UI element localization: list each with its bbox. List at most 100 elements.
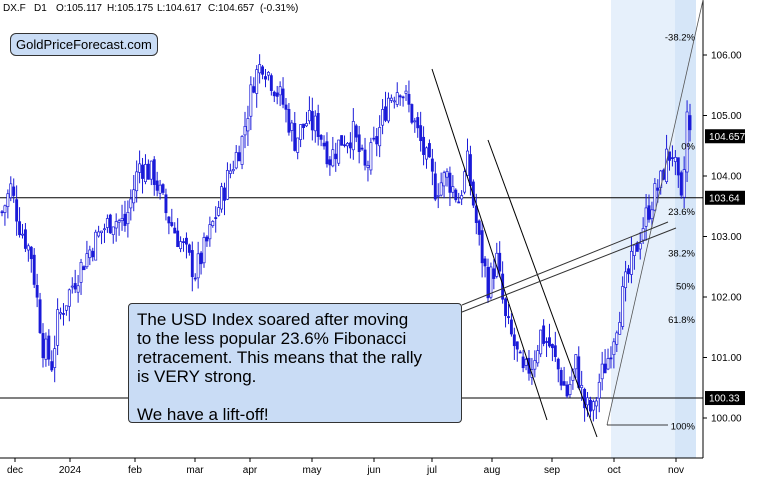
candle-body <box>603 363 607 374</box>
candle-body <box>401 96 405 99</box>
candle-body <box>208 224 212 240</box>
candle-body <box>442 172 446 187</box>
candle-body <box>553 345 557 357</box>
candle-body <box>539 329 543 355</box>
candle-body <box>627 268 630 275</box>
last-price-tag-box <box>705 129 745 144</box>
candle-body <box>612 341 616 356</box>
fib-label: 100% <box>671 421 696 432</box>
fib-labels: -38.2% 0% 23.6% 38.2% 50% 61.8% 100% <box>665 32 696 432</box>
candle-body <box>258 64 262 74</box>
candle-body <box>108 214 112 234</box>
open-value: O:105.117 <box>56 3 102 14</box>
candle-body <box>372 137 376 140</box>
candle-body <box>105 218 109 228</box>
candle-body <box>404 90 408 94</box>
candle-body <box>328 159 332 166</box>
candle-body <box>211 221 215 226</box>
candle-body <box>483 258 487 267</box>
candle-body <box>114 221 118 229</box>
candle-body <box>384 106 387 121</box>
candle-body <box>0 211 4 214</box>
candle-body <box>656 187 660 191</box>
candle-body <box>53 348 57 368</box>
candle-body <box>264 76 267 80</box>
callout-line-4: is VERY strong. <box>137 367 257 386</box>
fib-trend-line <box>606 0 704 426</box>
candle-body <box>650 209 654 220</box>
candle-body <box>387 97 390 122</box>
fib-label: 61.8% <box>668 315 695 326</box>
candle-body <box>64 305 68 311</box>
candle-body <box>425 147 428 160</box>
candle-body <box>427 143 431 158</box>
candle-body <box>451 186 455 193</box>
candle-body <box>199 252 203 265</box>
candle-body <box>190 250 194 278</box>
candle-body <box>545 341 548 343</box>
candle-body <box>290 122 294 131</box>
timeframe-label: D1 <box>34 3 47 14</box>
x-tick-label: 2024 <box>59 465 82 476</box>
candle-body <box>395 92 399 105</box>
candle-body <box>155 180 159 191</box>
candle-body <box>170 222 174 226</box>
candle-body <box>515 341 519 350</box>
candle-body <box>182 241 185 243</box>
candle-body <box>91 250 95 258</box>
candle-body <box>597 381 601 399</box>
high-value: H:105.175 <box>107 3 154 14</box>
candle-body <box>47 335 51 360</box>
candle-body <box>688 115 692 131</box>
candle-body <box>518 351 522 354</box>
candle-body <box>507 316 510 319</box>
candle-body <box>351 121 355 151</box>
candle-body <box>26 245 30 251</box>
candle-body <box>152 159 156 185</box>
candle-body <box>419 125 423 142</box>
candle-body <box>621 286 625 327</box>
candle-body <box>249 84 253 117</box>
candle-body <box>35 284 39 298</box>
candle-body <box>38 299 42 333</box>
candle-body <box>15 199 19 222</box>
candle-body <box>184 237 188 245</box>
candle-body <box>679 172 683 196</box>
candle-body <box>673 157 677 162</box>
candle-body <box>103 228 106 231</box>
candle-body <box>23 229 27 249</box>
candle-body <box>448 172 452 193</box>
candle-body <box>305 123 308 127</box>
y-tick-label: 105.00 <box>711 111 742 122</box>
candle-body <box>225 170 229 200</box>
candle-body <box>144 164 147 183</box>
candle-body <box>123 213 127 226</box>
resistance-price-tag: 103.64 <box>709 193 740 204</box>
candle-body <box>310 111 314 131</box>
candle-body <box>313 115 317 132</box>
fib-label: 0% <box>681 141 695 152</box>
candle-body <box>85 253 89 268</box>
candle-body <box>489 266 493 298</box>
candle-body <box>653 183 657 211</box>
candle-body <box>62 313 65 315</box>
fib-label: 23.6% <box>668 207 695 218</box>
candle-body <box>56 309 60 346</box>
candle-body <box>436 195 440 197</box>
x-tick-label: sep <box>544 465 561 476</box>
candle-body <box>223 187 226 201</box>
x-tick-label: aug <box>484 465 501 476</box>
candle-body <box>486 267 490 299</box>
candle-body <box>562 381 566 386</box>
candle-body <box>293 123 297 151</box>
candle-body <box>454 189 458 201</box>
level-price-tags: 104.657 103.64 100.33 <box>705 129 746 406</box>
candle-body <box>120 218 124 221</box>
candle-body <box>343 144 346 147</box>
candle-body <box>252 86 256 93</box>
ticker-label: DX.F <box>3 3 26 14</box>
candle-body <box>392 100 396 103</box>
x-tick-label: jul <box>426 465 437 476</box>
candle-body <box>287 109 291 133</box>
candle-body <box>676 157 680 176</box>
